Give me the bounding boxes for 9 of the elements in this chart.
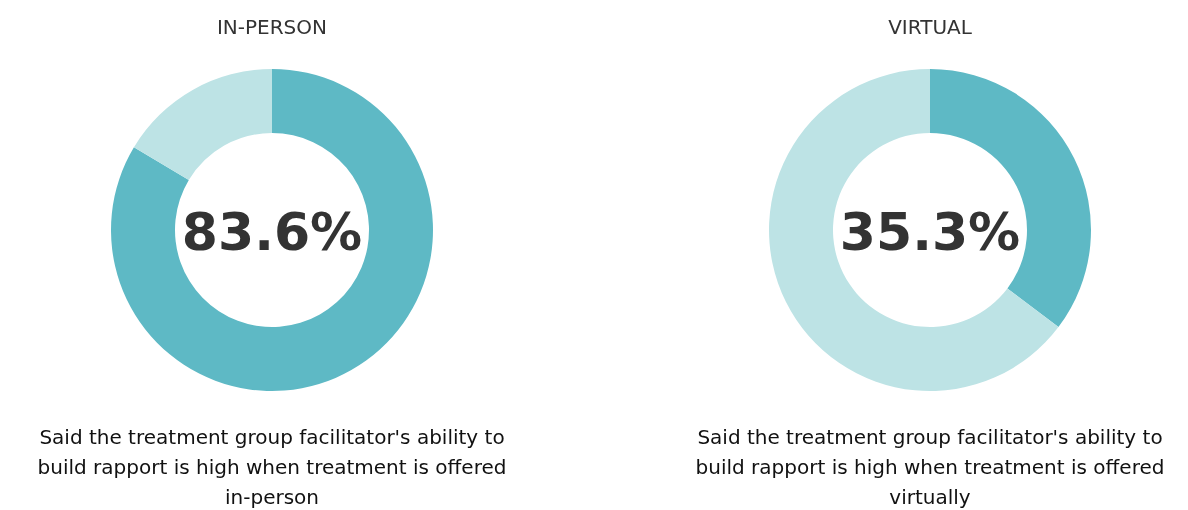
text: 35.3% [839,202,1021,262]
text: 83.6% [181,202,363,262]
donut-slice [133,69,272,181]
chart-title: VIRTUAL [888,15,973,39]
text: Said the treatment group facilitator's ability to build rapport is high when treatment is offered in-person [37,425,507,509]
donut-slice [111,69,433,391]
chart-title: IN-PERSON [216,15,328,39]
text: Said the treatment group facilitator's ability to build rapport is high when treatment is offered virtually [695,425,1165,509]
donut-slice [769,69,1059,391]
